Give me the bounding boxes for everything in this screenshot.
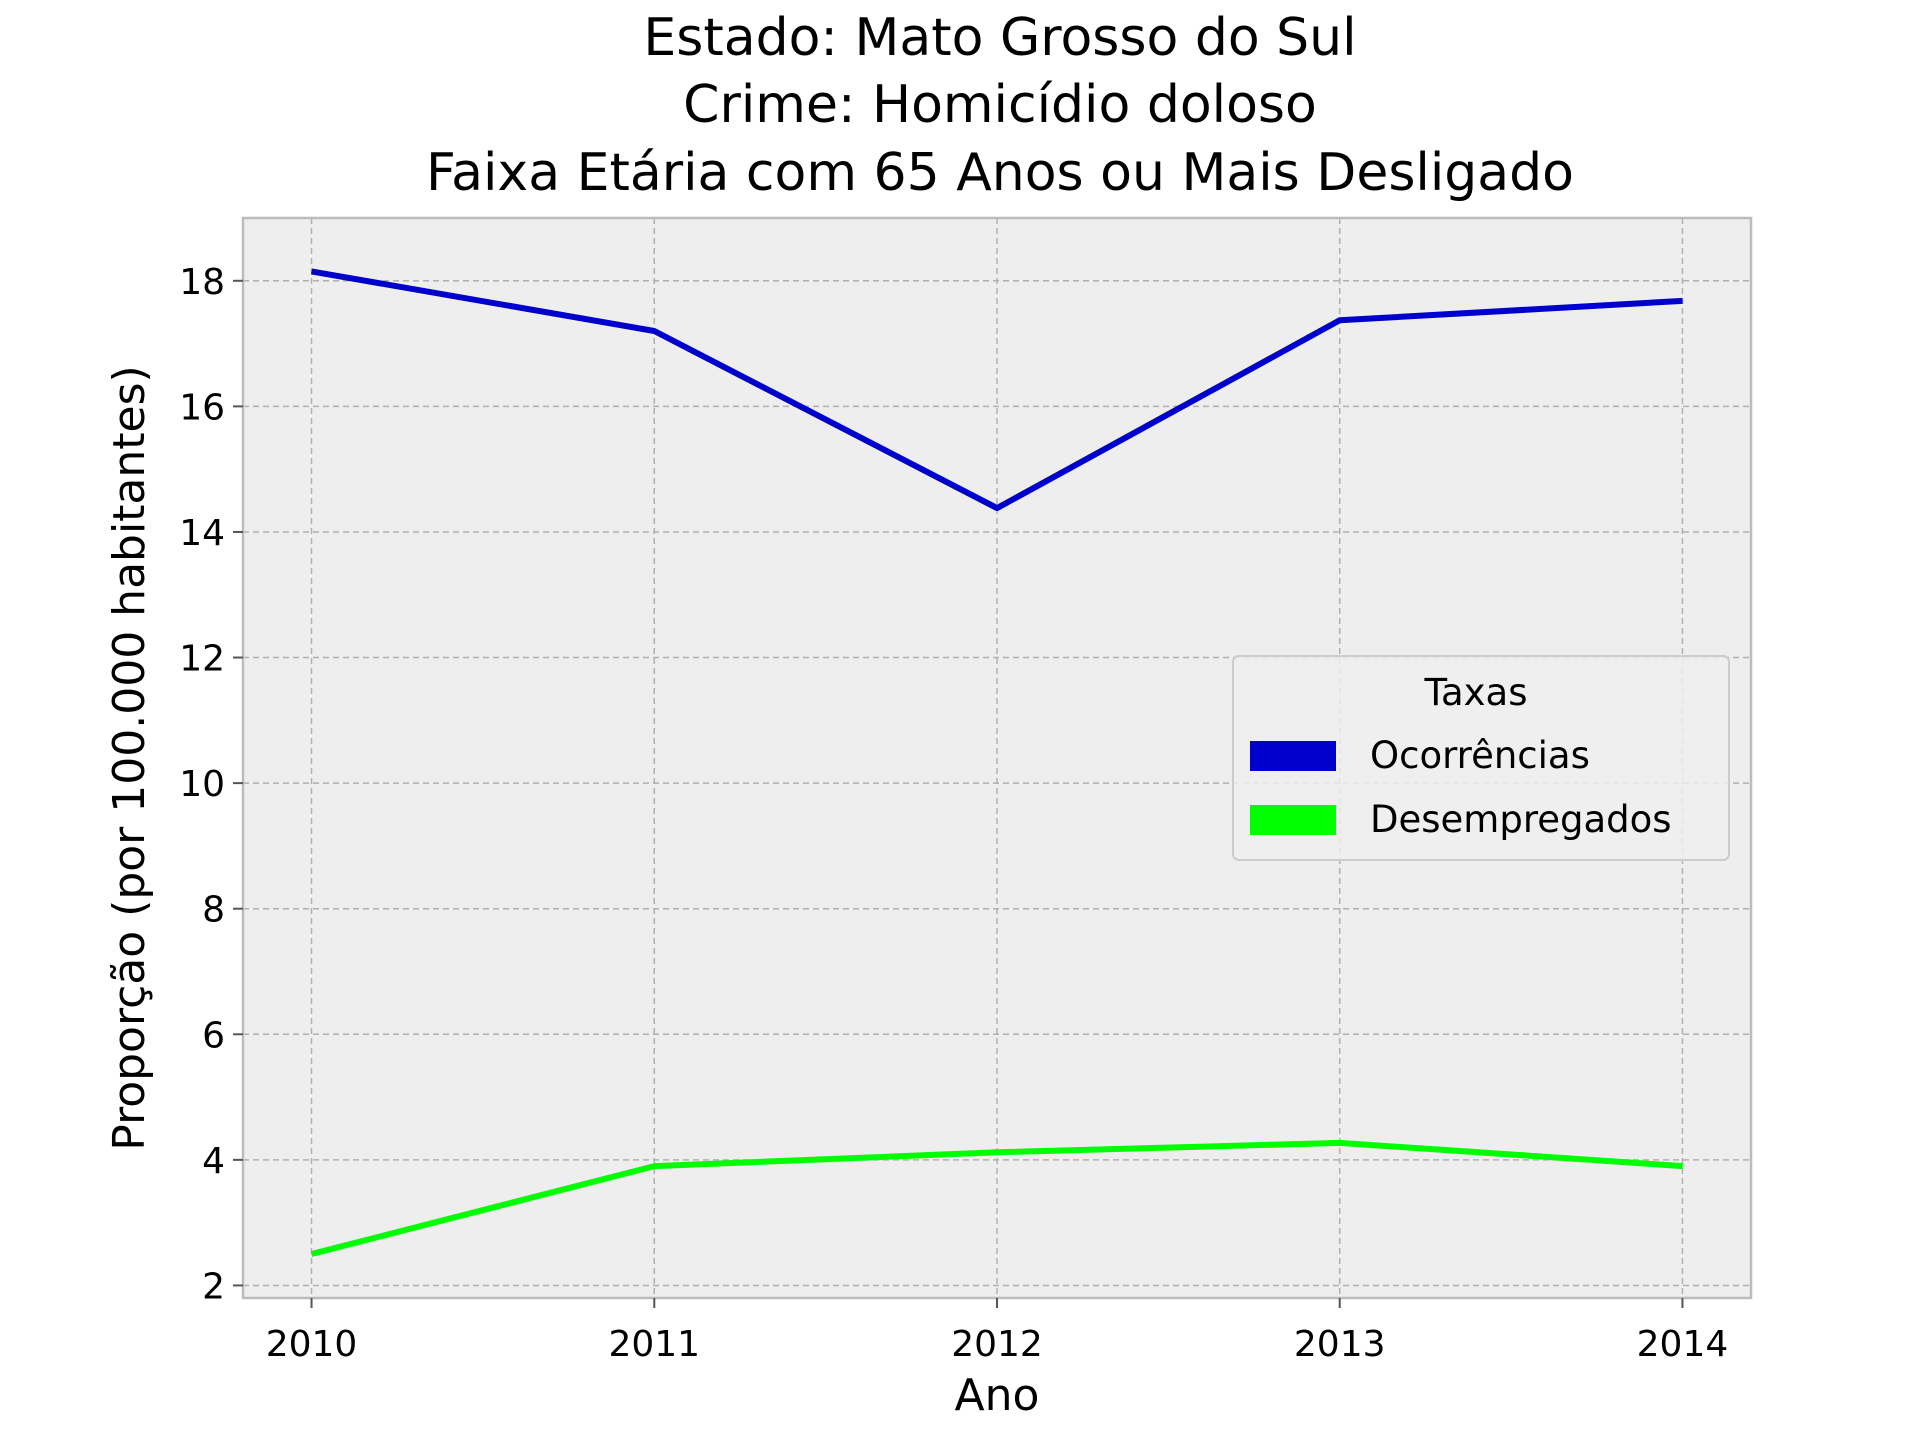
legend-label-desempregados: Desempregados — [1370, 798, 1672, 841]
series-lines — [310, 268, 1683, 1257]
x-tick-label: 2010 — [266, 1324, 358, 1365]
series-line-desempregados — [310, 1139, 1683, 1257]
y-tick-label: 18 — [179, 262, 225, 303]
y-tick-label: 12 — [179, 639, 225, 680]
y-tick-label: 10 — [179, 764, 225, 805]
legend-swatch-ocorrencias — [1250, 741, 1336, 771]
legend: Taxas Ocorrências Desempregados — [1232, 655, 1730, 861]
grid-lines — [243, 218, 1751, 1298]
x-tick-label: 2013 — [1294, 1324, 1386, 1365]
chart-title-line-3: Faixa Etária com 65 Anos ou Mais Desliga… — [426, 143, 1574, 203]
legend-swatch-desempregados — [1250, 805, 1336, 835]
y-tick-label: 2 — [202, 1266, 225, 1307]
y-tick-label: 8 — [202, 890, 225, 931]
x-axis-ticks: 2010 2011 2012 2013 2014 — [266, 1298, 1729, 1365]
chart-title-line-1: Estado: Mato Grosso do Sul — [643, 8, 1356, 68]
y-axis-ticks: 2 4 6 8 10 12 14 16 18 — [179, 262, 243, 1307]
legend-box — [1232, 655, 1730, 861]
x-tick-label: 2012 — [951, 1324, 1043, 1365]
y-tick-label: 14 — [179, 513, 225, 554]
y-tick-label: 6 — [202, 1015, 225, 1056]
legend-title: Taxas — [1424, 671, 1528, 714]
y-axis-label: Proporção (por 100.000 habitantes) — [104, 365, 155, 1150]
legend-label-ocorrencias: Ocorrências — [1370, 734, 1590, 777]
x-axis-label: Ano — [955, 1370, 1040, 1421]
y-tick-label: 16 — [179, 387, 225, 428]
x-tick-label: 2011 — [608, 1324, 700, 1365]
y-tick-label: 4 — [202, 1141, 225, 1182]
series-line-ocorrencias — [310, 268, 1683, 512]
chart-title-line-2: Crime: Homicídio doloso — [683, 75, 1317, 135]
x-tick-label: 2014 — [1637, 1324, 1729, 1365]
